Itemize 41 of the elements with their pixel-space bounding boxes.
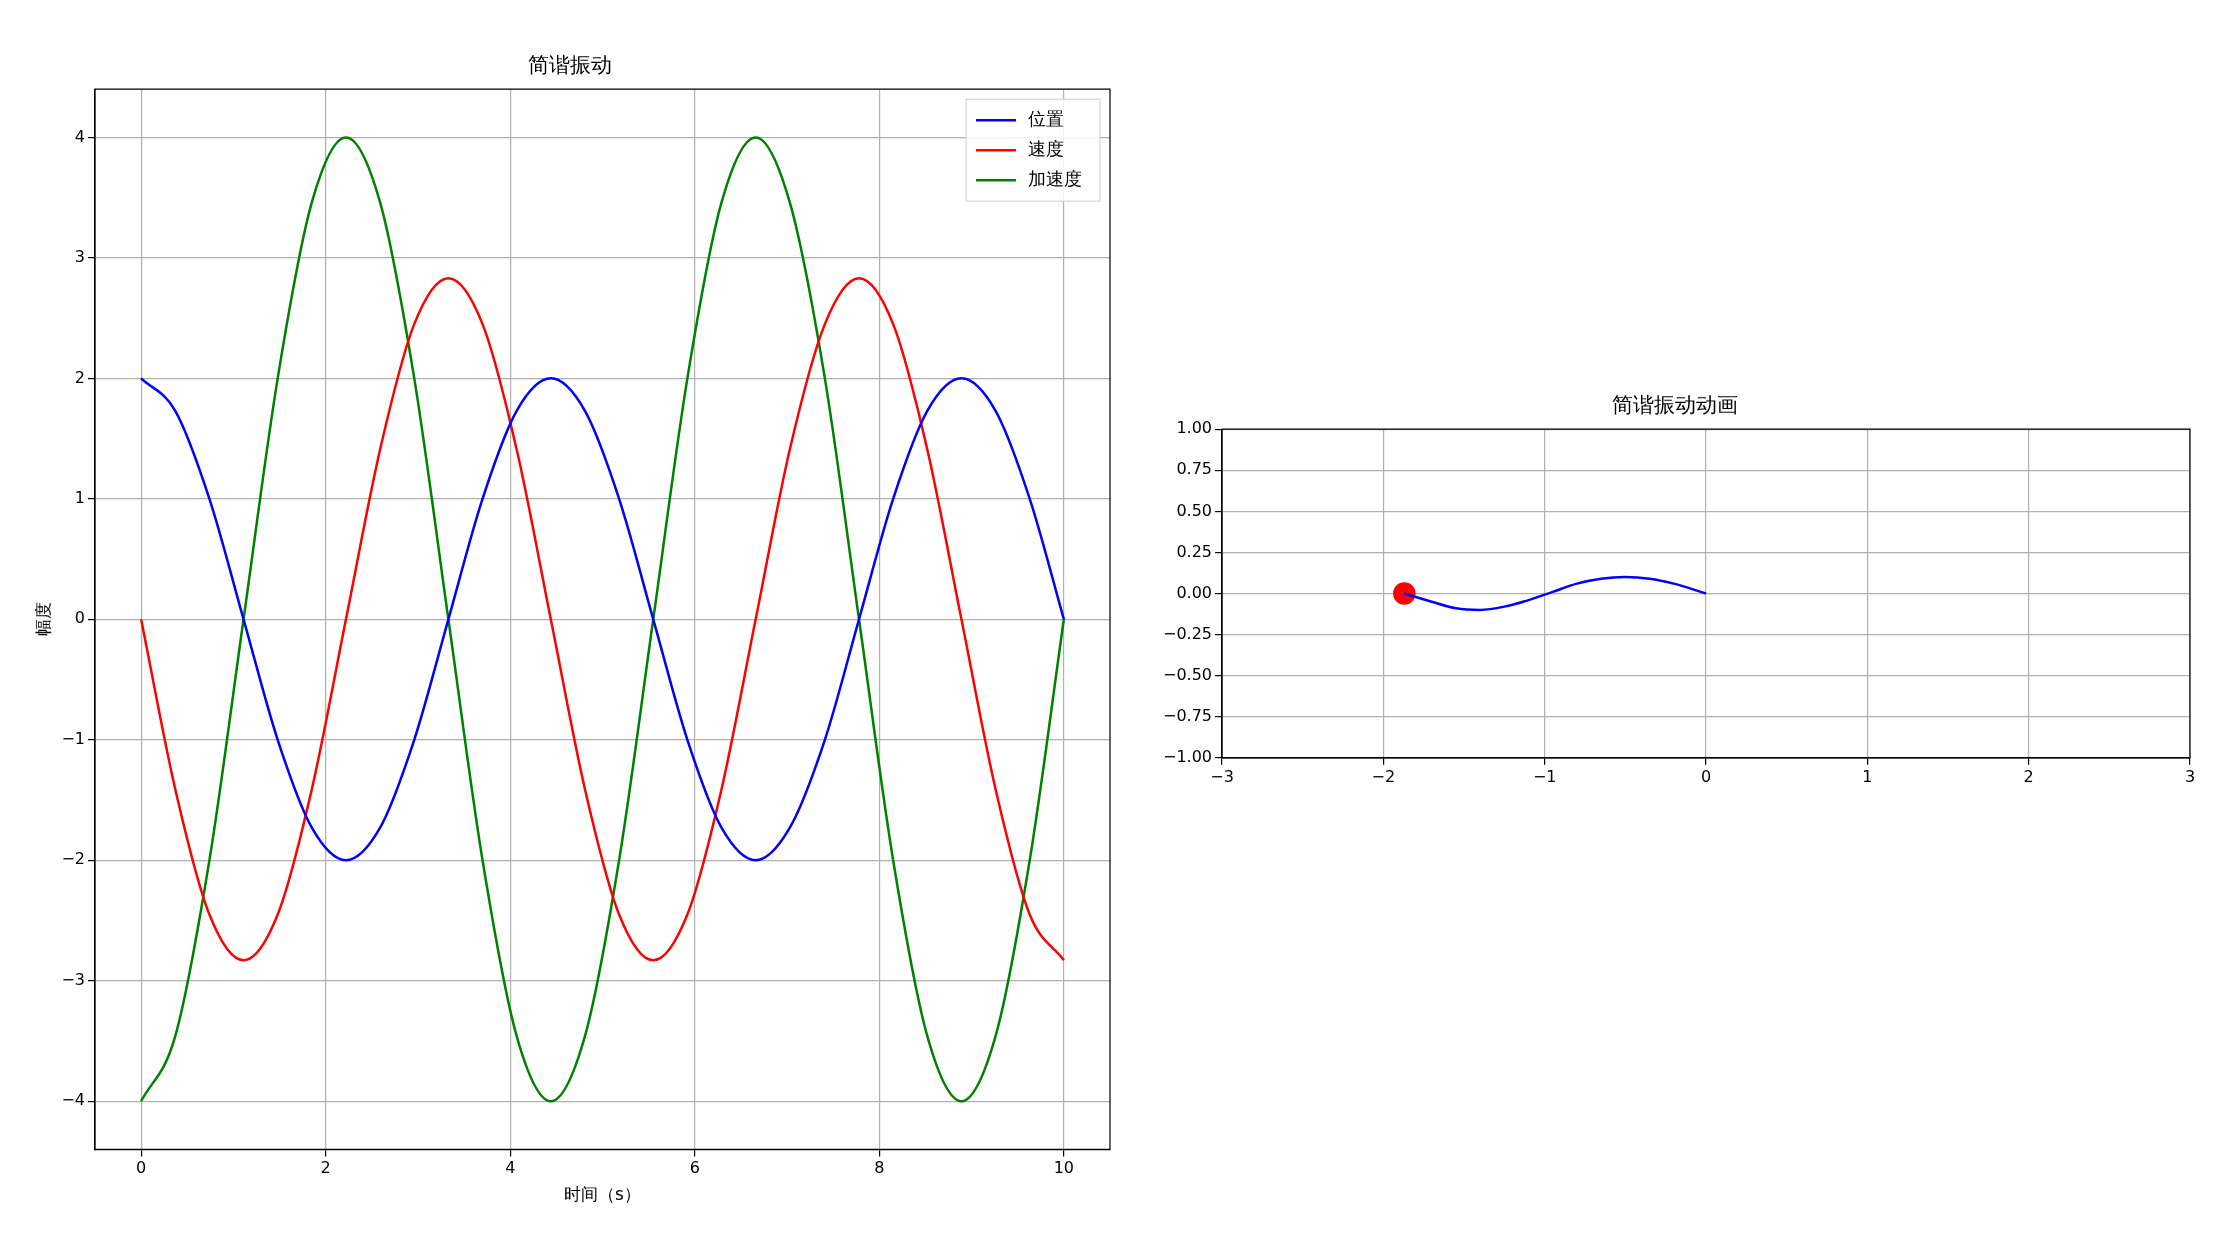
- x-tick-label: 4: [505, 1158, 516, 1178]
- y-tick-label: 0.50: [1176, 500, 1213, 520]
- x-tick-label: 10: [1053, 1158, 1075, 1178]
- y-tick-label: −2: [61, 849, 85, 869]
- x-tick-label: 1: [1862, 766, 1873, 786]
- y-tick-label: 0.00: [1176, 582, 1213, 602]
- y-tick-label: 0.75: [1176, 459, 1213, 479]
- y-tick-label: −1.00: [1163, 746, 1213, 766]
- y-tick-label: 1: [74, 487, 85, 507]
- y-tick-label: −1: [61, 728, 85, 748]
- x-tick-label: −3: [1210, 766, 1234, 786]
- x-tick-label: −2: [1371, 766, 1396, 786]
- x-tick-label: 3: [2184, 766, 2196, 786]
- y-tick-label: −3: [61, 969, 85, 989]
- x-tick-label: 2: [2023, 766, 2034, 786]
- y-tick-label: −0.25: [1163, 623, 1213, 643]
- line-series: [139, 136, 1066, 1103]
- x-tick-label: 2: [320, 1158, 331, 1178]
- x-tick-label: 6: [689, 1158, 700, 1178]
- x-tick-label: −1: [1532, 766, 1557, 786]
- x-tick-label: 8: [874, 1158, 885, 1178]
- line-series: [139, 277, 1066, 962]
- y-tick-label: 0: [74, 608, 85, 628]
- legend-label: 速度: [1028, 137, 1064, 159]
- y-tick-label: −0.75: [1163, 705, 1213, 725]
- legend-label: 位置: [1028, 107, 1064, 129]
- x-tick-label: 0: [136, 1158, 147, 1178]
- y-tick-label: 0.25: [1176, 541, 1213, 561]
- line-series: [139, 377, 1066, 862]
- x-axis-title: 时间（s）: [564, 1184, 641, 1205]
- y-tick-label: 4: [74, 126, 85, 146]
- y-tick-label: −4: [61, 1090, 85, 1110]
- y-tick-label: 3: [74, 247, 85, 267]
- y-tick-label: 2: [74, 367, 85, 387]
- y-tick-label: −0.50: [1163, 664, 1213, 684]
- chart-title: 简谐振动: [528, 53, 612, 78]
- x-tick-label: 0: [1700, 766, 1712, 786]
- legend-label: 加速度: [1028, 167, 1082, 189]
- chart-title: 简谐振动动画: [1612, 393, 1738, 418]
- y-tick-label: 1.00: [1176, 418, 1213, 438]
- y-axis-title: 幅度: [32, 602, 53, 637]
